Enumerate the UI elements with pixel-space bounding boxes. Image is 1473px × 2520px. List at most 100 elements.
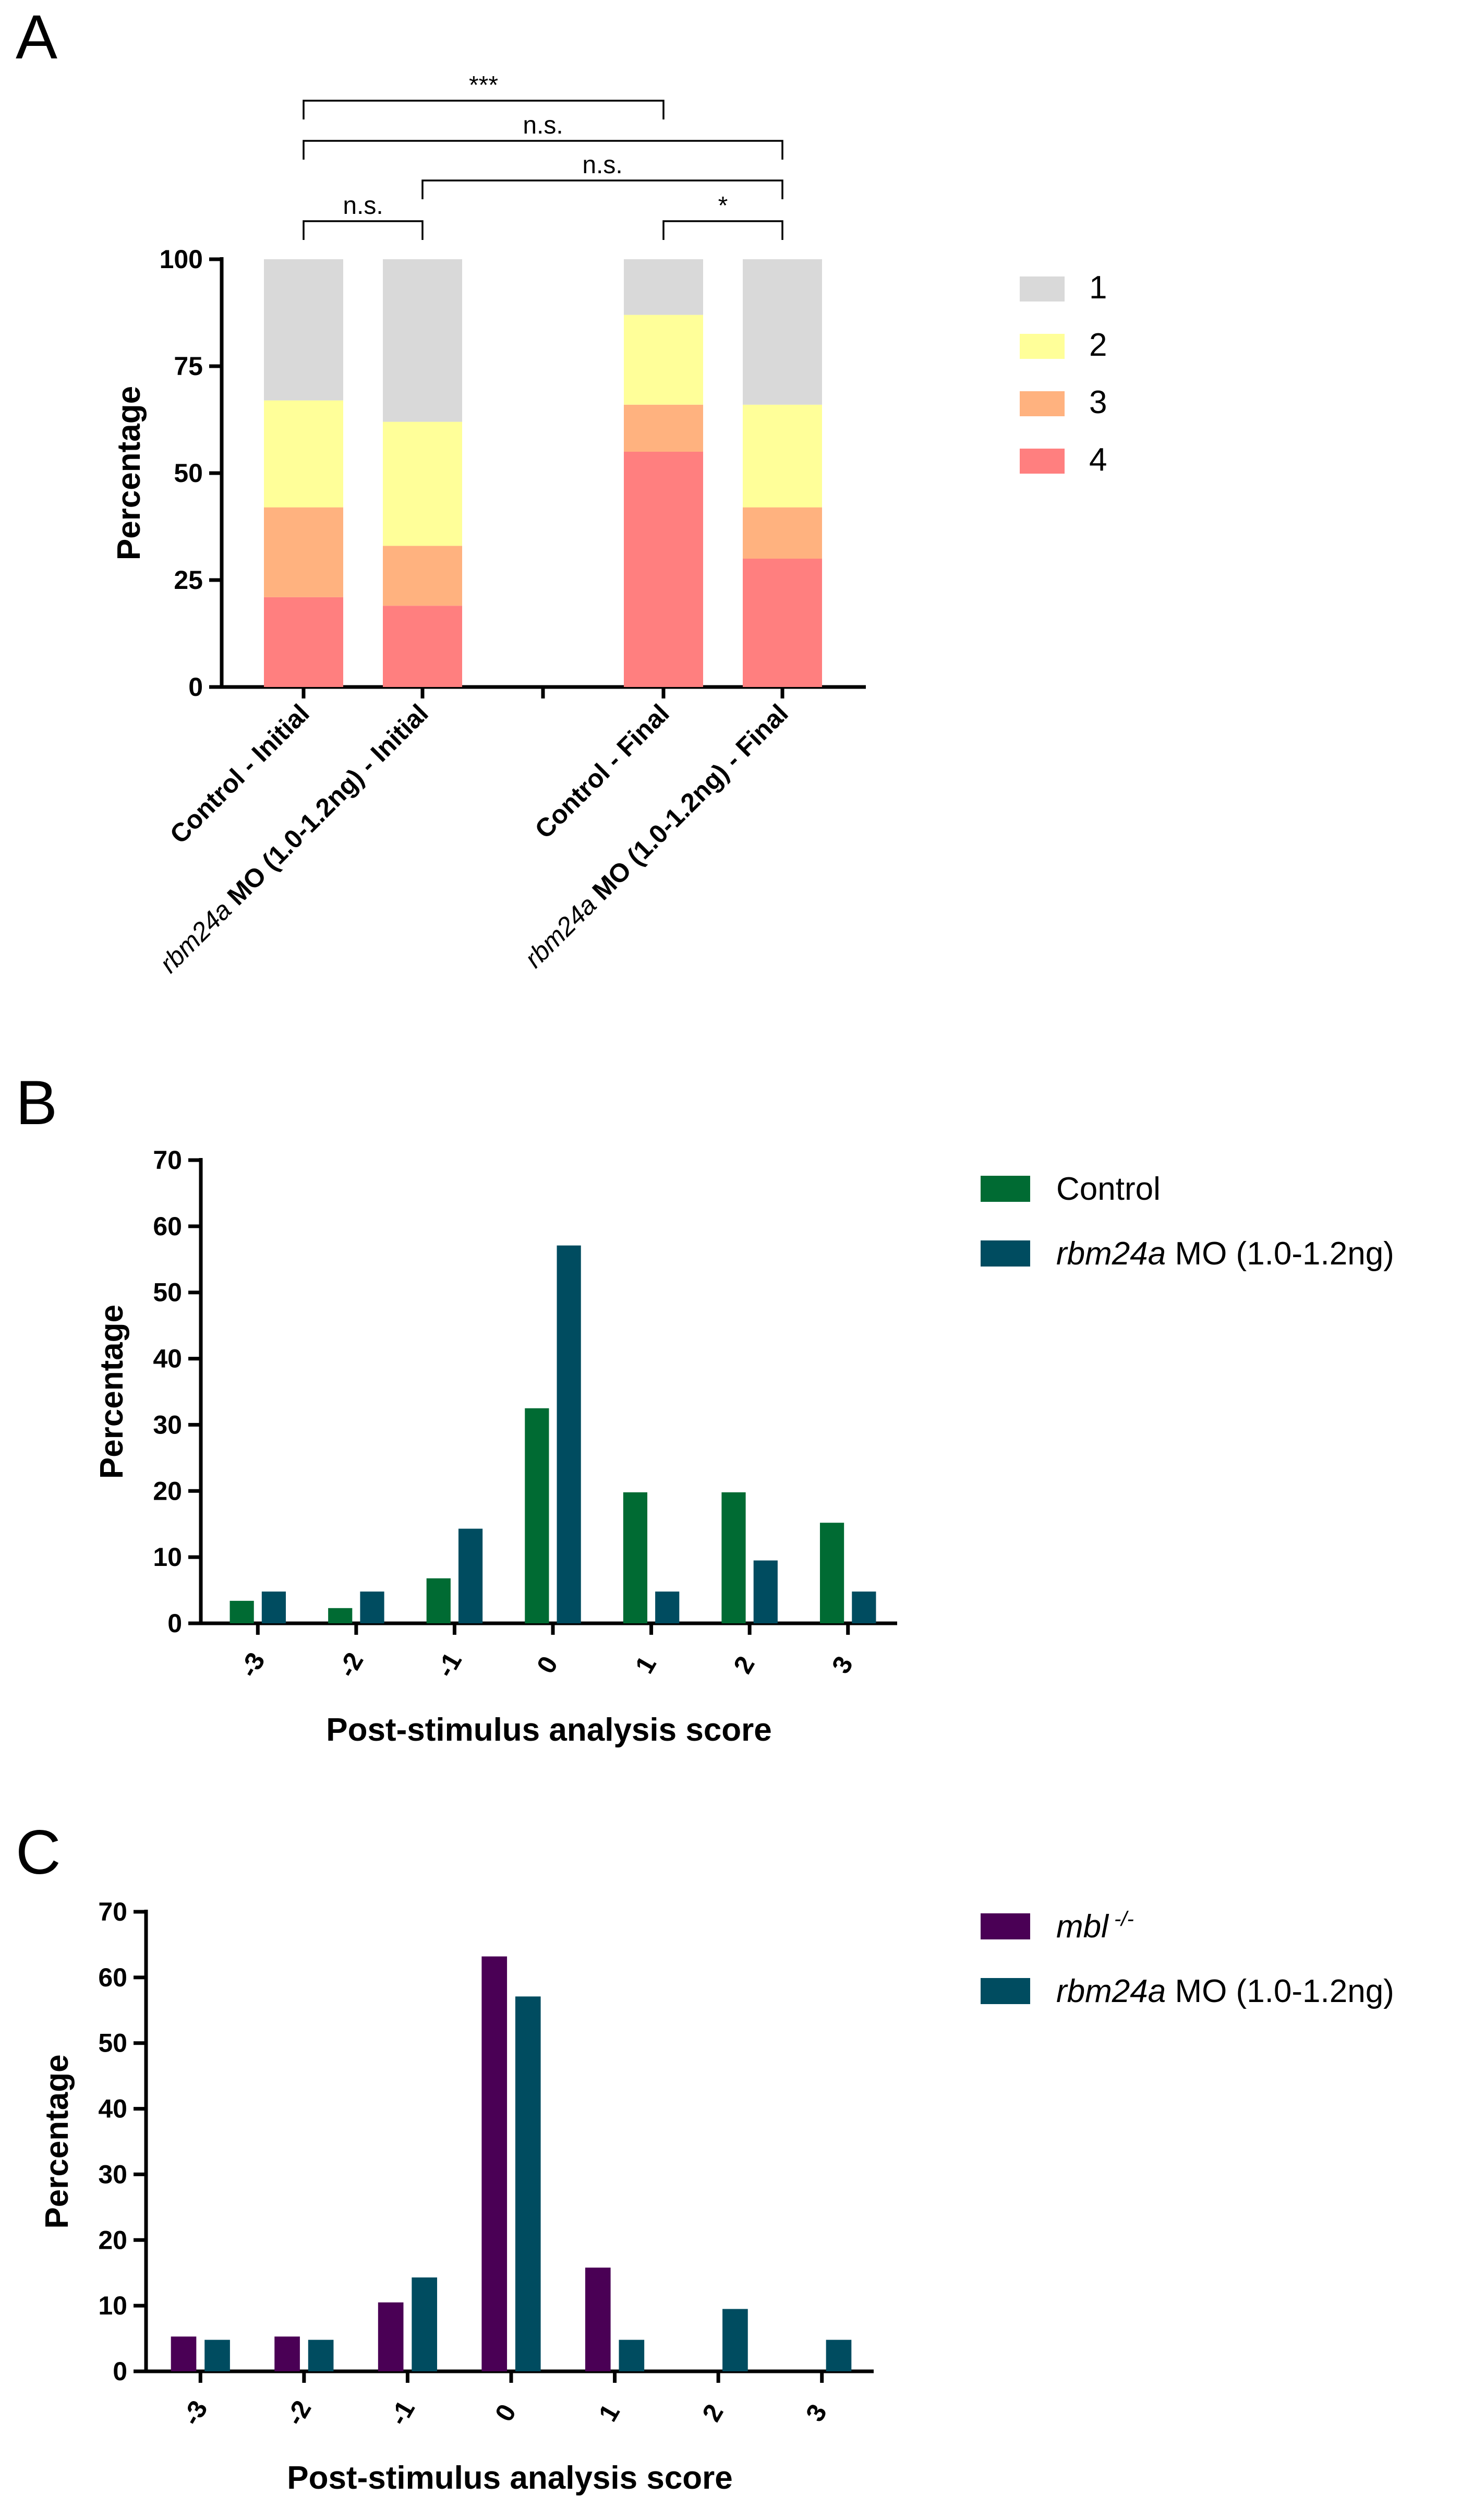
b-bar-series1	[328, 1608, 353, 1623]
significance-label: n.s.	[523, 112, 563, 139]
c-bar-series1	[274, 2336, 300, 2371]
y-axis-label: Percentage	[111, 386, 147, 560]
c-bar-series2	[722, 2309, 748, 2371]
c-bar-series2	[619, 2340, 645, 2371]
y-tick-label: 100	[160, 245, 203, 274]
legend-swatch-1	[1020, 276, 1065, 302]
panel-c-chart: 0 10 20 30 40 50 60 70 -3 -2 -1 0 1 2 3 Percentage Post-…	[39, 1897, 1394, 2496]
y-tick-label: 70	[153, 1146, 182, 1175]
legend-label: 1	[1089, 270, 1107, 306]
y-tick-label: 0	[167, 1609, 182, 1638]
bar-segment-2	[383, 421, 462, 546]
c-bar-series1	[585, 2268, 611, 2371]
bar-segment-2	[264, 400, 343, 508]
bar-segment-4	[383, 606, 462, 687]
b-bar-series2	[753, 1560, 778, 1623]
b-bar-series1	[721, 1492, 746, 1623]
bar-segment-4	[624, 452, 703, 687]
x-tick-label: -2	[280, 2395, 317, 2430]
y-axis-label: Percentage	[39, 2054, 75, 2228]
b-bar-series2	[458, 1528, 483, 1623]
y-axis-label: Percentage	[94, 1305, 130, 1479]
significance-bracket	[303, 100, 665, 119]
x-tick-label: -1	[383, 2395, 420, 2430]
y-tick-label: 50	[98, 2029, 127, 2058]
x-tick-label: -3	[176, 2395, 213, 2430]
bar-segment-4	[264, 597, 343, 687]
y-tick-label: 0	[188, 672, 203, 702]
legend-label: Control	[1056, 1171, 1161, 1207]
legend-swatch	[981, 1913, 1030, 1939]
x-tick-label: -1	[430, 1647, 467, 1682]
bar-segment-1	[624, 259, 703, 315]
legend-label: 2	[1089, 327, 1107, 363]
b-bar-series1	[230, 1600, 254, 1623]
b-bar-series2	[655, 1591, 680, 1623]
x-tick-label: -2	[332, 1647, 369, 1682]
b-bar-series2	[360, 1591, 384, 1623]
panel-a-letter: A	[16, 2, 57, 72]
x-tick-label: 2	[696, 2399, 729, 2426]
b-bar-series1	[623, 1492, 648, 1623]
y-tick-label: 70	[98, 1897, 127, 1926]
y-tick-label: 50	[153, 1278, 182, 1307]
legend-label: mbl -/-	[1056, 1908, 1134, 1945]
c-bar-series1	[171, 2336, 197, 2371]
y-tick-label: 60	[98, 1963, 127, 1992]
b-bar-series1	[426, 1578, 451, 1623]
x-axis-label: Post-stimulus analysis score	[287, 2460, 733, 2496]
significance-label: *	[718, 192, 728, 220]
legend-swatch	[981, 1978, 1030, 2004]
c-bar-series2	[308, 2340, 334, 2371]
c-bar-series2	[412, 2277, 438, 2371]
significance-label: ***	[469, 71, 498, 99]
y-tick-label: 75	[174, 352, 203, 381]
y-tick-label: 30	[153, 1410, 182, 1439]
bar-segment-3	[264, 507, 343, 597]
y-tick-label: 10	[153, 1542, 182, 1572]
bar-segment-1	[383, 259, 462, 422]
b-bar-series2	[557, 1245, 581, 1623]
significance-bracket	[421, 179, 783, 199]
legend-swatch	[981, 1240, 1030, 1267]
legend-label: 4	[1089, 442, 1107, 478]
x-tick-label: 0	[531, 1651, 563, 1678]
c-bar-series2	[515, 1996, 541, 2371]
b-bar-series2	[852, 1591, 876, 1623]
c-bar-series2	[204, 2340, 230, 2371]
significance-label: n.s.	[343, 192, 383, 220]
y-tick-label: 20	[153, 1476, 182, 1505]
c-bar-series1	[481, 1956, 508, 2371]
x-tick-label: 2	[728, 1651, 760, 1678]
bar-segment-1	[264, 259, 343, 401]
x-tick-label: -3	[234, 1647, 271, 1682]
panel-b-letter: B	[16, 1068, 57, 1138]
y-tick-label: 0	[113, 2357, 127, 2386]
legend-swatch-3	[1020, 391, 1065, 416]
x-tick-label: 3	[800, 2399, 832, 2426]
c-bar-series2	[826, 2340, 852, 2371]
bar-segment-2	[624, 315, 703, 405]
panel-c-letter: C	[16, 1817, 61, 1887]
significance-label: n.s.	[582, 151, 622, 179]
y-tick-label: 25	[174, 565, 203, 595]
x-category-label: rbm24a MO (1.0-1.2ng) - Final	[519, 698, 794, 973]
legend-label: rbm24a MO (1.0-1.2ng)	[1056, 1973, 1394, 2009]
y-tick-label: 40	[98, 2094, 127, 2124]
bar-segment-1	[743, 259, 822, 405]
x-tick-label: 3	[826, 1651, 859, 1678]
b-bar-series2	[261, 1591, 286, 1623]
legend-swatch	[981, 1176, 1030, 1202]
bar-segment-4	[743, 559, 822, 687]
bar-segment-2	[743, 404, 822, 508]
y-tick-label: 10	[98, 2291, 127, 2320]
x-category-label: rbm24a MO (1.0-1.2ng) - Initial	[154, 698, 434, 979]
significance-bracket	[662, 220, 783, 240]
legend-label: rbm24a MO (1.0-1.2ng)	[1056, 1236, 1394, 1272]
legend-label: 3	[1089, 384, 1107, 420]
y-tick-label: 60	[153, 1212, 182, 1241]
c-bar-series1	[378, 2302, 404, 2371]
b-bar-series1	[819, 1523, 844, 1623]
